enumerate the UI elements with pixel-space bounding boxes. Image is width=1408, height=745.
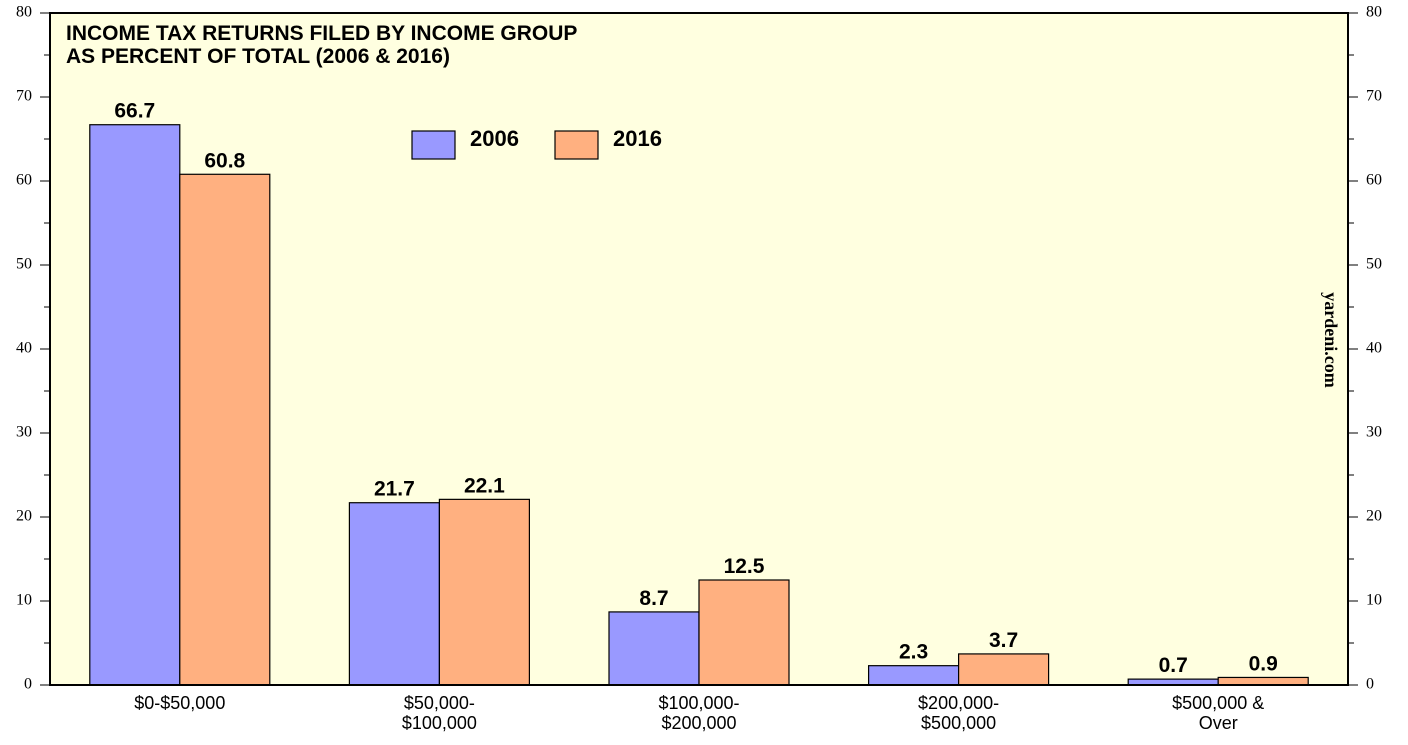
x-tick-label: $500,000 & [1172, 693, 1264, 713]
y2-tick-label: 80 [1366, 4, 1382, 21]
y2-tick-label: 70 [1366, 88, 1382, 105]
chart-title: INCOME TAX RETURNS FILED BY INCOME GROUP [66, 22, 577, 45]
legend-label: 2016 [613, 126, 662, 151]
y-tick-label: 0 [24, 676, 32, 693]
y-tick-label: 50 [16, 256, 32, 273]
y2-tick-label: 10 [1366, 592, 1382, 609]
y-tick-label: 10 [16, 592, 32, 609]
chart-title: AS PERCENT OF TOTAL (2006 & 2016) [66, 45, 450, 68]
plot-frame [49, 12, 1349, 686]
y2-tick-label: 30 [1366, 424, 1382, 441]
value-label: 8.7 [639, 587, 668, 610]
bar [698, 579, 790, 686]
x-tick-label: $100,000 [402, 713, 477, 733]
x-tick-label: $200,000 [661, 713, 736, 733]
y2-tick-label: 0 [1366, 676, 1374, 693]
source-label: yardeni.com [1321, 292, 1341, 387]
y-tick-label: 60 [16, 172, 32, 189]
y2-tick-label: 60 [1366, 172, 1382, 189]
y2-tick-label: 40 [1366, 340, 1382, 357]
bar [438, 498, 530, 686]
y2-tick-label: 50 [1366, 256, 1382, 273]
bar [179, 173, 271, 686]
y-tick-label: 80 [16, 4, 32, 21]
y-tick-label: 40 [16, 340, 32, 357]
value-label: 66.7 [114, 100, 155, 123]
x-tick-label: Over [1199, 713, 1238, 733]
x-tick-label: $500,000 [921, 713, 996, 733]
x-tick-label: $0-$50,000 [134, 693, 225, 713]
bar [1217, 676, 1309, 686]
bar [89, 124, 181, 686]
value-label: 22.1 [464, 474, 505, 497]
y2-tick-label: 20 [1366, 508, 1382, 525]
value-label: 12.5 [724, 555, 765, 578]
y-tick-label: 30 [16, 424, 32, 441]
bar [867, 665, 960, 686]
bar [348, 502, 440, 686]
x-tick-label: $200,000- [918, 693, 999, 713]
value-label: 0.9 [1249, 652, 1278, 675]
legend-swatch [411, 130, 456, 160]
bar [957, 653, 1050, 686]
value-label: 2.3 [899, 641, 928, 664]
y-tick-label: 20 [16, 508, 32, 525]
value-label: 60.8 [204, 149, 245, 172]
value-label: 21.7 [374, 478, 415, 501]
legend-swatch [554, 130, 599, 160]
legend-label: 2006 [470, 126, 519, 151]
x-tick-label: $100,000- [658, 693, 739, 713]
value-label: 3.7 [989, 629, 1018, 652]
value-label: 0.7 [1159, 654, 1188, 677]
x-tick-label: $50,000- [404, 693, 475, 713]
y-tick-label: 70 [16, 88, 32, 105]
bar [608, 611, 700, 686]
